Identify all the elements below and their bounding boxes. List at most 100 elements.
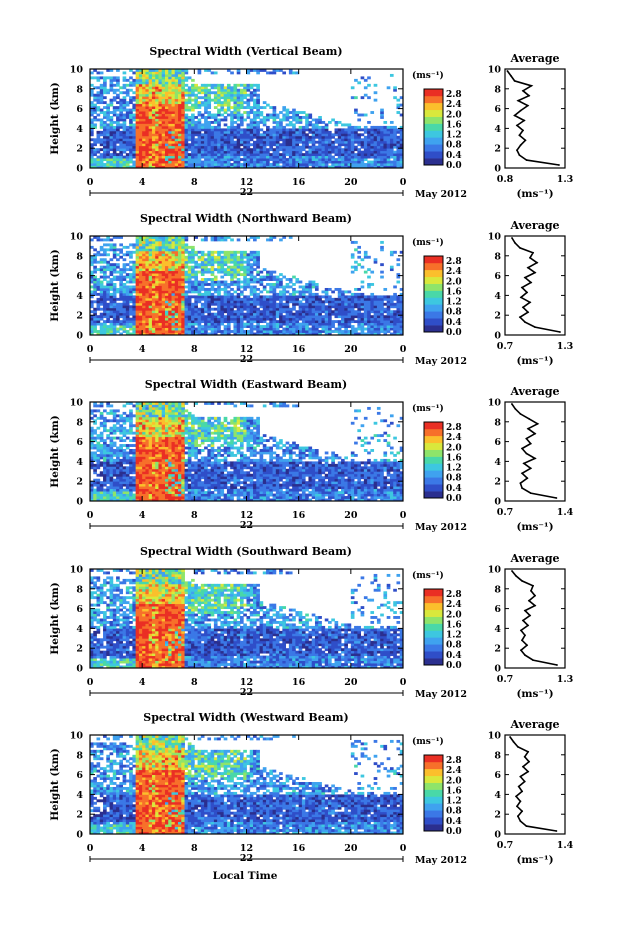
heatmap-cell <box>295 158 300 161</box>
heatmap-cell <box>155 248 159 252</box>
heatmap-cell <box>106 325 110 328</box>
heatmap-cell <box>194 315 198 319</box>
heatmap-cell <box>334 133 339 137</box>
heatmap-cell <box>230 148 234 152</box>
heatmap-cell <box>181 297 185 301</box>
heatmap-cell <box>360 155 365 159</box>
heatmap-cell <box>236 305 241 309</box>
heatmap-cell <box>334 160 339 164</box>
heatmap-cell <box>399 158 403 161</box>
heatmap-cell <box>96 160 101 164</box>
heatmap-cell <box>233 163 238 166</box>
heatmap-cell <box>90 163 94 166</box>
heatmap-cell <box>259 325 264 328</box>
heatmap-cell <box>383 140 388 144</box>
heatmap-cell <box>138 310 143 314</box>
heatmap-cell <box>230 260 234 264</box>
heatmap-cell <box>135 69 140 72</box>
heatmap-cell <box>344 163 348 166</box>
heatmap-cell <box>347 125 352 129</box>
heatmap-cell <box>129 307 133 311</box>
heatmap-cell <box>285 312 290 316</box>
heatmap-cell <box>164 138 169 142</box>
heatmap-cell <box>168 113 172 117</box>
heatmap-cell <box>249 130 254 134</box>
heatmap-cell <box>145 78 150 82</box>
heatmap-cell <box>109 118 114 122</box>
heatmap-cell <box>148 243 153 247</box>
heatmap-cell <box>109 128 114 132</box>
heatmap-cell <box>138 240 143 244</box>
heatmap-cell <box>347 317 352 321</box>
heatmap-cell <box>119 236 123 239</box>
heatmap-cell <box>337 305 342 309</box>
heatmap-cell <box>226 138 231 142</box>
heatmap-cell <box>135 91 140 95</box>
heatmap-cell <box>194 88 198 92</box>
heatmap-cell <box>269 307 273 311</box>
heatmap-cell <box>132 116 137 119</box>
heatmap-cell <box>223 135 228 139</box>
heatmap-cell <box>204 320 208 324</box>
heatmap-cell <box>122 143 127 147</box>
heatmap-cell <box>321 330 326 333</box>
heatmap-cell <box>125 275 130 279</box>
heatmap-cell <box>360 158 365 161</box>
heatmap-cell <box>178 330 182 333</box>
heatmap-cell <box>243 330 247 333</box>
heatmap-cell <box>217 263 221 267</box>
heatmap-cell <box>125 128 130 132</box>
heatmap-cell <box>116 148 120 152</box>
heatmap-cell <box>148 128 153 132</box>
heatmap-cell <box>161 243 166 247</box>
heatmap-cell <box>191 312 195 316</box>
heatmap-cell <box>357 300 362 304</box>
heatmap-cell <box>161 73 166 77</box>
heatmap-cell <box>236 315 241 319</box>
heatmap-cell <box>135 310 140 314</box>
heatmap-cell <box>210 285 215 289</box>
heatmap-cell <box>239 96 244 100</box>
heatmap-cell <box>148 120 153 124</box>
heatmap-cell <box>125 302 130 306</box>
colorbar-swatch <box>424 158 443 166</box>
heatmap-cell <box>210 300 215 304</box>
heatmap-cell <box>194 86 198 90</box>
heatmap-cell <box>99 283 104 286</box>
heatmap-cell <box>259 106 264 110</box>
heatmap-cell <box>230 91 234 95</box>
heatmap-cell <box>298 163 303 166</box>
heatmap-cell <box>269 140 273 144</box>
heatmap-cell <box>168 120 172 124</box>
heatmap-cell <box>145 88 150 92</box>
heatmap-cell <box>367 312 371 316</box>
heatmap-cell <box>116 93 120 97</box>
heatmap-cell <box>142 160 146 164</box>
heatmap-cell <box>187 327 192 331</box>
heatmap-cell <box>112 138 117 142</box>
heatmap-cell <box>210 120 215 124</box>
heatmap-cell <box>295 155 300 159</box>
heatmap-cell <box>103 101 107 105</box>
heatmap-cell <box>181 98 185 102</box>
heatmap-cell <box>178 312 182 316</box>
heatmap-cell <box>125 101 130 105</box>
heatmap-cell <box>295 163 300 166</box>
heatmap-cell <box>249 280 254 284</box>
heatmap-cell <box>246 302 251 306</box>
heatmap-cell <box>246 283 251 286</box>
heatmap-cell <box>132 145 137 149</box>
heatmap-cell <box>191 86 195 90</box>
heatmap-cell <box>354 160 358 164</box>
heatmap-cell <box>122 163 127 166</box>
heatmap-cell <box>90 260 94 264</box>
heatmap-cell <box>210 250 215 254</box>
heatmap-cell <box>210 317 215 321</box>
heatmap-cell <box>357 245 362 249</box>
heatmap-cell <box>344 145 348 149</box>
heatmap-cell <box>220 270 225 274</box>
heatmap-cell <box>367 143 371 147</box>
heatmap-cell <box>109 278 114 281</box>
heatmap-cell <box>129 96 133 100</box>
heatmap-cell <box>106 140 110 144</box>
